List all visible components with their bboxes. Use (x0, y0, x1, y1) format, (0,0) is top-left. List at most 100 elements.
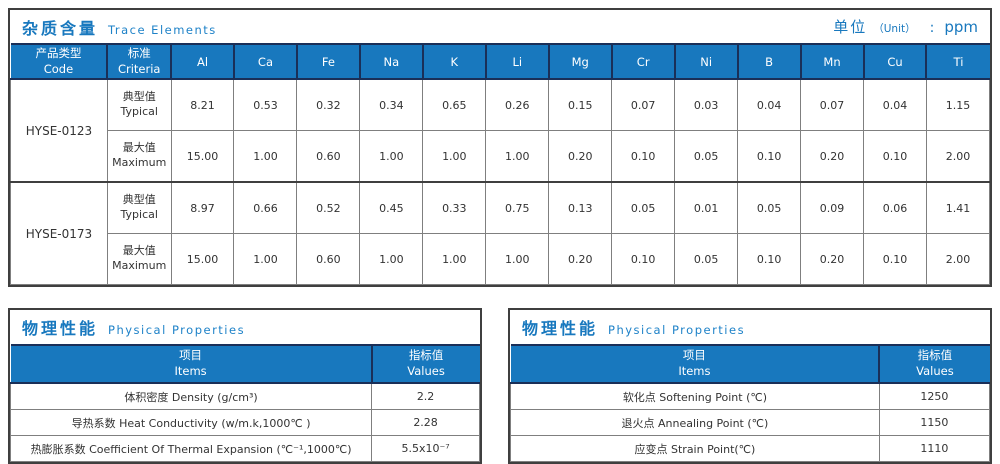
physical-left-title-bar: 物理性能 Physical Properties (10, 310, 480, 344)
physical-right-title: 物理性能 Physical Properties (522, 315, 745, 339)
trace-value-cell: 0.10 (737, 233, 802, 285)
column-header-element: Fe (295, 43, 360, 80)
criteria-label-zh: 最大值 (122, 141, 156, 155)
trace-value-cell: 0.75 (485, 181, 550, 234)
trace-value-cell: 2.00 (925, 233, 991, 285)
criteria-cell: 典型值 Typical (106, 181, 172, 234)
property-item-cell: 热膨胀系数 Coefficient Of Thermal Expansion (… (9, 435, 373, 462)
column-header-criteria-en: Criteria (117, 61, 161, 76)
table-row: 应变点 Strain Point(℃) 1110 (510, 435, 991, 462)
unit-label-zh: 单位 (833, 18, 868, 36)
trace-value-cell: 1.00 (485, 233, 550, 285)
unit-label-en: （Unit） (873, 23, 916, 35)
column-header-items-zh: 项目 (179, 348, 203, 363)
trace-value-cell: 0.05 (611, 181, 676, 234)
column-header-element: Mn (799, 43, 864, 80)
physical-properties-left-panel: 物理性能 Physical Properties 项目 Items 指标值 Va… (8, 308, 482, 464)
trace-value-cell: 1.00 (422, 130, 487, 183)
trace-value-cell: 0.04 (737, 78, 802, 131)
column-header-element: Ti (925, 43, 990, 80)
trace-value-cell: 0.52 (296, 181, 361, 234)
trace-value-cell: 0.07 (611, 78, 676, 131)
trace-value-cell: 0.03 (674, 78, 739, 131)
criteria-label-zh: 最大值 (122, 244, 156, 258)
trace-value-cell: 0.05 (737, 181, 802, 234)
physical-left-title: 物理性能 Physical Properties (22, 315, 245, 339)
trace-value-cell: 0.33 (422, 181, 487, 234)
trace-value-cell: 0.26 (485, 78, 550, 131)
physical-right-title-en: Physical Properties (608, 323, 746, 337)
property-item-cell: 软化点 Softening Point (℃) (510, 382, 880, 410)
trace-value-cell: 1.00 (233, 130, 298, 183)
column-header-values-en: Values (916, 364, 954, 378)
physical-right-title-zh: 物理性能 (522, 319, 599, 338)
unit-colon: : (929, 20, 935, 36)
physical-left-header-row: 项目 Items 指标值 Values (10, 344, 480, 384)
table-row: 退火点 Annealing Point (℃) 1150 (510, 409, 991, 436)
column-header-element: Cu (862, 43, 927, 80)
physical-properties-row: 物理性能 Physical Properties 项目 Items 指标值 Va… (8, 308, 992, 464)
column-header-element: Al (170, 43, 234, 80)
trace-value-cell: 8.97 (170, 181, 235, 234)
criteria-label-en: Typical (120, 105, 158, 118)
column-header-values-en: Values (407, 364, 445, 378)
table-row: 最大值 Maximum 15.00 1.00 0.60 1.00 1.00 1.… (11, 130, 991, 183)
trace-value-cell: 1.00 (359, 233, 424, 285)
trace-value-cell: 0.65 (422, 78, 487, 131)
trace-value-cell: 0.15 (548, 78, 613, 131)
column-header-element: Ni (673, 43, 738, 80)
trace-elements-panel: 杂质含量 Trace Elements 单位 （Unit） : ppm 产品类型… (8, 8, 992, 287)
physical-right-title-bar: 物理性能 Physical Properties (510, 310, 990, 344)
table-row: HYSE-0173 典型值 Typical 8.97 0.66 0.52 0.4… (10, 181, 991, 285)
physical-left-title-zh: 物理性能 (22, 319, 99, 338)
column-header-values-zh: 指标值 (917, 348, 953, 363)
physical-right-header-row: 项目 Items 指标值 Values (510, 344, 990, 384)
criteria-label-en: Maximum (112, 259, 167, 272)
column-header-element: Mg (547, 43, 612, 80)
trace-value-cell: 0.05 (674, 233, 739, 285)
trace-value-cell: 1.00 (485, 130, 550, 183)
column-header-element: Li (484, 43, 549, 80)
criteria-cell: 典型值 Typical (106, 78, 172, 131)
trace-elements-title: 杂质含量 Trace Elements (22, 15, 217, 39)
physical-right-table: 项目 Items 指标值 Values 软化点 Softening Point … (510, 344, 991, 462)
table-row: 热膨胀系数 Coefficient Of Thermal Expansion (… (9, 435, 480, 462)
trace-value-cell: 0.05 (674, 130, 739, 183)
trace-value-cell: 0.10 (863, 233, 927, 285)
column-header-element: Na (358, 43, 423, 80)
criteria-cell: 最大值 Maximum (106, 130, 172, 183)
property-item-cell: 导热系数 Heat Conductivity (w/m.k,1000℃ ) (9, 409, 373, 436)
trace-value-cell: 0.07 (800, 78, 865, 131)
trace-value-cell: 1.00 (359, 130, 424, 183)
property-value-cell: 2.28 (371, 409, 480, 436)
trace-header-row: 产品类型 Code 标准 Criteria Al Ca Fe Na K Li M… (10, 43, 990, 80)
trace-value-cell: 0.32 (296, 78, 361, 131)
trace-value-cell: 1.41 (925, 181, 991, 234)
trace-value-cell: 0.60 (296, 130, 361, 183)
trace-value-cell: 0.20 (548, 233, 613, 285)
column-header-element: B (736, 43, 801, 80)
property-item-cell: 体积密度 Density (g/cm³) (9, 382, 373, 410)
trace-value-cell: 0.06 (863, 181, 927, 234)
criteria-label-zh: 典型值 (122, 193, 156, 207)
column-header-element: Cr (610, 43, 675, 80)
trace-value-cell: 0.20 (800, 130, 865, 183)
trace-value-cell: 2.00 (925, 130, 991, 183)
trace-value-cell: 1.15 (925, 78, 991, 131)
trace-elements-title-bar: 杂质含量 Trace Elements 单位 （Unit） : ppm (10, 10, 990, 43)
product-code-cell: HYSE-0123 (10, 78, 108, 183)
table-row: 导热系数 Heat Conductivity (w/m.k,1000℃ ) 2.… (9, 409, 480, 436)
property-value-cell: 1150 (878, 409, 991, 436)
column-header-element: Ca (232, 43, 297, 80)
trace-value-cell: 0.20 (800, 233, 865, 285)
trace-value-cell: 0.45 (359, 181, 424, 234)
physical-left-title-en: Physical Properties (108, 323, 246, 337)
trace-value-cell: 0.01 (674, 181, 739, 234)
trace-value-cell: 0.66 (233, 181, 298, 234)
table-row: 体积密度 Density (g/cm³) 2.2 (9, 382, 480, 410)
trace-value-cell: 0.10 (863, 130, 927, 183)
column-header-values: 指标值 Values (878, 344, 990, 384)
column-header-code-zh: 产品类型 (35, 45, 82, 60)
property-item-cell: 应变点 Strain Point(℃) (510, 435, 880, 462)
column-header-code: 产品类型 Code (10, 43, 108, 80)
